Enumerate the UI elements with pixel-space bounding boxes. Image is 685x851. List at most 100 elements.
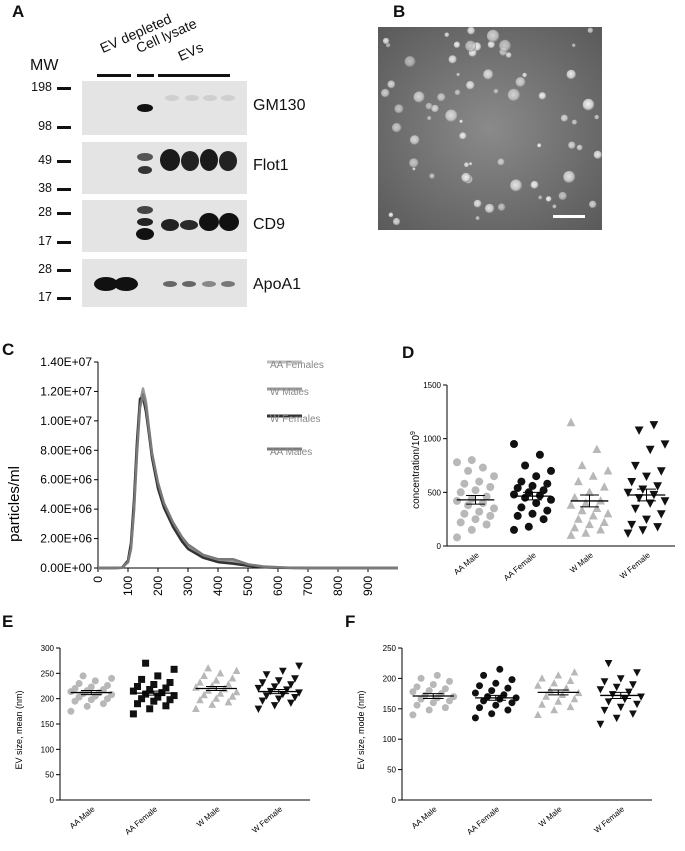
vesicle (484, 203, 495, 214)
data-point (287, 681, 295, 689)
vesicle (404, 56, 416, 68)
data-point (254, 705, 263, 713)
data-point (504, 684, 512, 692)
data-point (621, 695, 629, 704)
panel-label-c: C (2, 340, 15, 359)
data-point (588, 471, 598, 480)
data-point (517, 503, 526, 512)
vesicle (563, 170, 576, 184)
data-point (500, 691, 508, 699)
data-point (612, 714, 621, 723)
data-point (162, 702, 170, 710)
vesicle (515, 77, 526, 88)
data-point (585, 487, 594, 496)
chart-c-y-tick-label: 1.00E+07 (40, 414, 92, 428)
vesicle (388, 212, 394, 218)
data-point (91, 677, 99, 685)
chart-e-mean-size: EV size, mean (nm) 0 50 100 150 200 250 300 AA … (14, 644, 310, 837)
data-point (631, 461, 640, 471)
data-point (154, 693, 162, 701)
dot-plot-y-tick-label: 0 (437, 542, 442, 551)
data-point (600, 678, 609, 686)
data-point (653, 523, 662, 532)
mw-tick (57, 269, 71, 272)
dot-plot-category-label: W Male (537, 804, 564, 829)
scale-bar (553, 215, 585, 218)
vesicle (486, 29, 500, 43)
data-point (146, 686, 154, 693)
dot-plot-y-tick-label: 200 (383, 674, 397, 683)
vesicle (459, 132, 467, 140)
vesicle (453, 41, 461, 49)
vesicle (467, 26, 476, 35)
data-point (490, 472, 498, 481)
data-point (441, 685, 449, 693)
chart-c-x-tick-label: 400 (211, 576, 225, 596)
data-point (585, 519, 594, 529)
data-point (604, 698, 613, 706)
data-point (150, 681, 158, 688)
data-point (513, 484, 522, 492)
mw-label: 17 (38, 234, 52, 248)
vesicle (552, 204, 557, 209)
data-point (170, 692, 178, 700)
data-point (279, 667, 287, 675)
data-point (486, 483, 495, 491)
data-point (547, 466, 555, 475)
data-point (566, 500, 576, 509)
data-point (467, 456, 476, 465)
data-point (71, 685, 79, 692)
dot-plot-y-tick-label: 1000 (423, 435, 441, 444)
data-point (467, 525, 476, 534)
dot-plot-y-tick-label: 50 (45, 771, 54, 780)
data-point (633, 700, 641, 709)
vesicle (522, 72, 528, 78)
chart-c-x-tick-label: 600 (271, 576, 285, 596)
chart-c-x-tick-label: 300 (181, 576, 195, 596)
data-point (532, 499, 541, 508)
vesicle (537, 143, 542, 148)
vesicle (448, 55, 457, 64)
dot-plot-y-tick-label: 0 (50, 796, 55, 805)
data-point (570, 523, 580, 532)
data-point (528, 509, 537, 518)
vesicle (425, 102, 433, 110)
data-point (581, 528, 591, 537)
data-point (460, 479, 469, 488)
data-point (270, 683, 279, 691)
mw-tick (57, 188, 71, 191)
data-point (154, 672, 162, 680)
data-point (599, 482, 609, 491)
chart-c-y-tick-label: 1.20E+07 (40, 384, 92, 398)
dot-plot-category-label: W Female (592, 804, 626, 835)
data-point (656, 510, 666, 519)
data-point (166, 679, 174, 686)
data-point (616, 675, 625, 683)
data-point (456, 518, 465, 527)
data-point (138, 695, 146, 703)
chart-c-y-tick-label: 6.00E+06 (40, 473, 92, 487)
data-point (566, 676, 575, 684)
protein-label-gm130: GM130 (253, 97, 306, 114)
data-point (150, 697, 158, 705)
vesicle (497, 203, 506, 211)
data-point (616, 703, 625, 712)
chart-f-mode-size: EV size, mode (nm) 0 50 100 150 200 250 AA Mal… (356, 644, 652, 837)
data-point (471, 515, 480, 524)
data-point (547, 495, 555, 504)
data-point (642, 515, 651, 524)
panel-label-e: E (2, 612, 14, 631)
chart-c-x-tick-label: 700 (301, 576, 315, 596)
data-point (627, 478, 637, 487)
data-point (603, 466, 613, 475)
chart-c-x-tick-label: 100 (121, 576, 135, 596)
data-point (645, 445, 655, 455)
mw-tick (57, 87, 71, 90)
vesicle (566, 69, 577, 80)
mw-tick (57, 297, 71, 300)
data-point (254, 684, 263, 693)
blot-strip-gm130 (82, 81, 247, 135)
data-point (478, 499, 487, 508)
data-point (142, 659, 150, 667)
vesicle (473, 199, 482, 208)
